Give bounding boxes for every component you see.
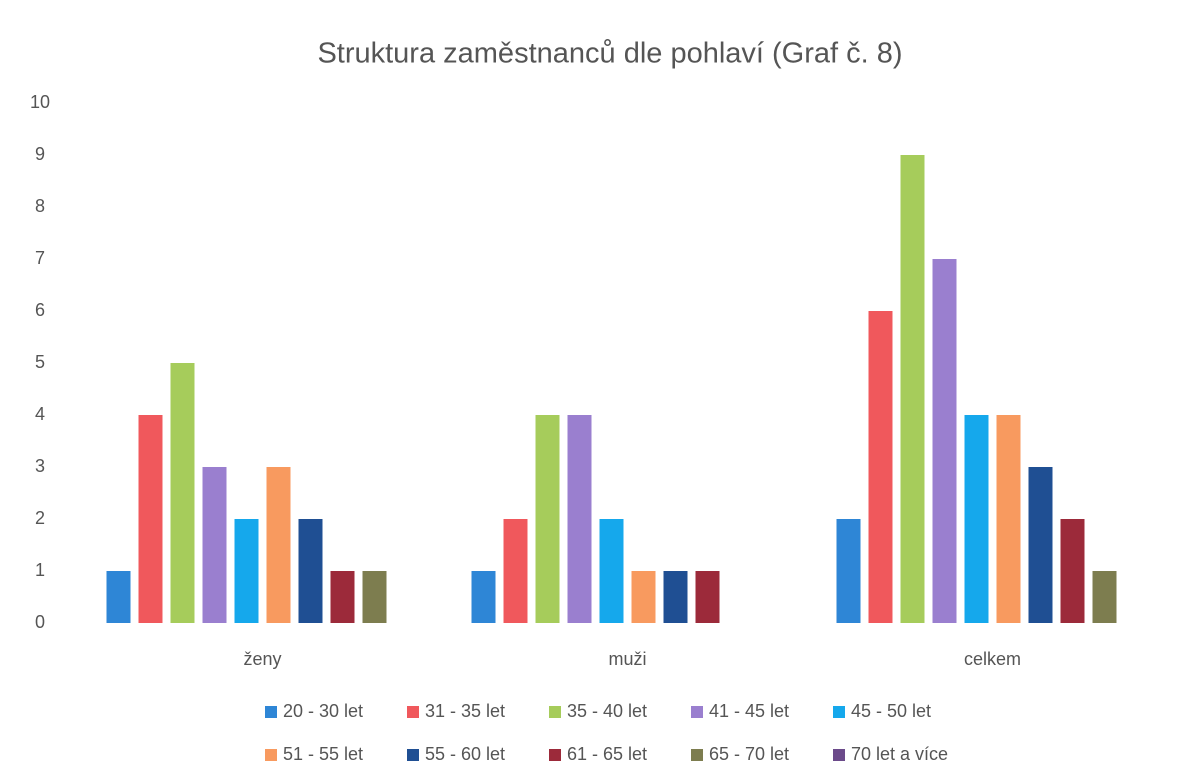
legend-label: 61 - 65 let: [567, 744, 647, 764]
legend-swatch: [833, 706, 845, 718]
legend-swatch: [265, 749, 277, 761]
bar: [1092, 571, 1117, 623]
x-tick-label: ženy: [243, 649, 281, 669]
y-tick-label: 7: [35, 248, 45, 268]
y-tick-label: 4: [35, 404, 45, 424]
legend-swatch: [407, 749, 419, 761]
legend-label: 70 let a více: [851, 744, 948, 764]
y-tick-label: 10: [30, 92, 50, 112]
bar: [1060, 519, 1085, 623]
y-tick-label: 9: [35, 144, 45, 164]
bar: [138, 415, 163, 623]
chart-title: Struktura zaměstnanců dle pohlaví (Graf …: [317, 38, 902, 70]
legend-label: 41 - 45 let: [709, 701, 789, 721]
y-tick-label: 2: [35, 508, 45, 528]
bar: [695, 571, 720, 623]
legend-swatch: [407, 706, 419, 718]
legend-label: 45 - 50 let: [851, 701, 931, 721]
legend-swatch: [265, 706, 277, 718]
bar: [868, 311, 893, 623]
legend-label: 20 - 30 let: [283, 701, 363, 721]
bar: [996, 415, 1021, 623]
legend-label: 65 - 70 let: [709, 744, 789, 764]
bar: [503, 519, 528, 623]
legend-label: 51 - 55 let: [283, 744, 363, 764]
legend-label: 35 - 40 let: [567, 701, 647, 721]
bar: [234, 519, 259, 623]
y-tick-label: 6: [35, 300, 45, 320]
y-tick-label: 1: [35, 560, 45, 580]
legend-swatch: [549, 706, 561, 718]
legend-swatch: [691, 749, 703, 761]
bar: [631, 571, 656, 623]
legend-swatch: [691, 706, 703, 718]
legend-swatch: [833, 749, 845, 761]
bar: [567, 415, 592, 623]
bar: [599, 519, 624, 623]
y-tick-label: 3: [35, 456, 45, 476]
bar: [202, 467, 227, 623]
legend-label: 55 - 60 let: [425, 744, 505, 764]
y-tick-label: 5: [35, 352, 45, 372]
y-tick-label: 0: [35, 612, 45, 632]
bar: [362, 571, 387, 623]
bar: [900, 155, 925, 623]
legend-swatch: [549, 749, 561, 761]
bar: [330, 571, 355, 623]
bar: [1028, 467, 1053, 623]
x-tick-label: muži: [608, 649, 646, 669]
bar: [298, 519, 323, 623]
y-tick-label: 8: [35, 196, 45, 216]
bar: [106, 571, 131, 623]
legend-label: 31 - 35 let: [425, 701, 505, 721]
bar: [535, 415, 560, 623]
bar: [836, 519, 861, 623]
bar: [170, 363, 195, 623]
bar: [663, 571, 688, 623]
bar: [471, 571, 496, 623]
bar: [932, 259, 957, 623]
bar: [964, 415, 989, 623]
x-tick-label: celkem: [964, 649, 1021, 669]
bar: [266, 467, 291, 623]
